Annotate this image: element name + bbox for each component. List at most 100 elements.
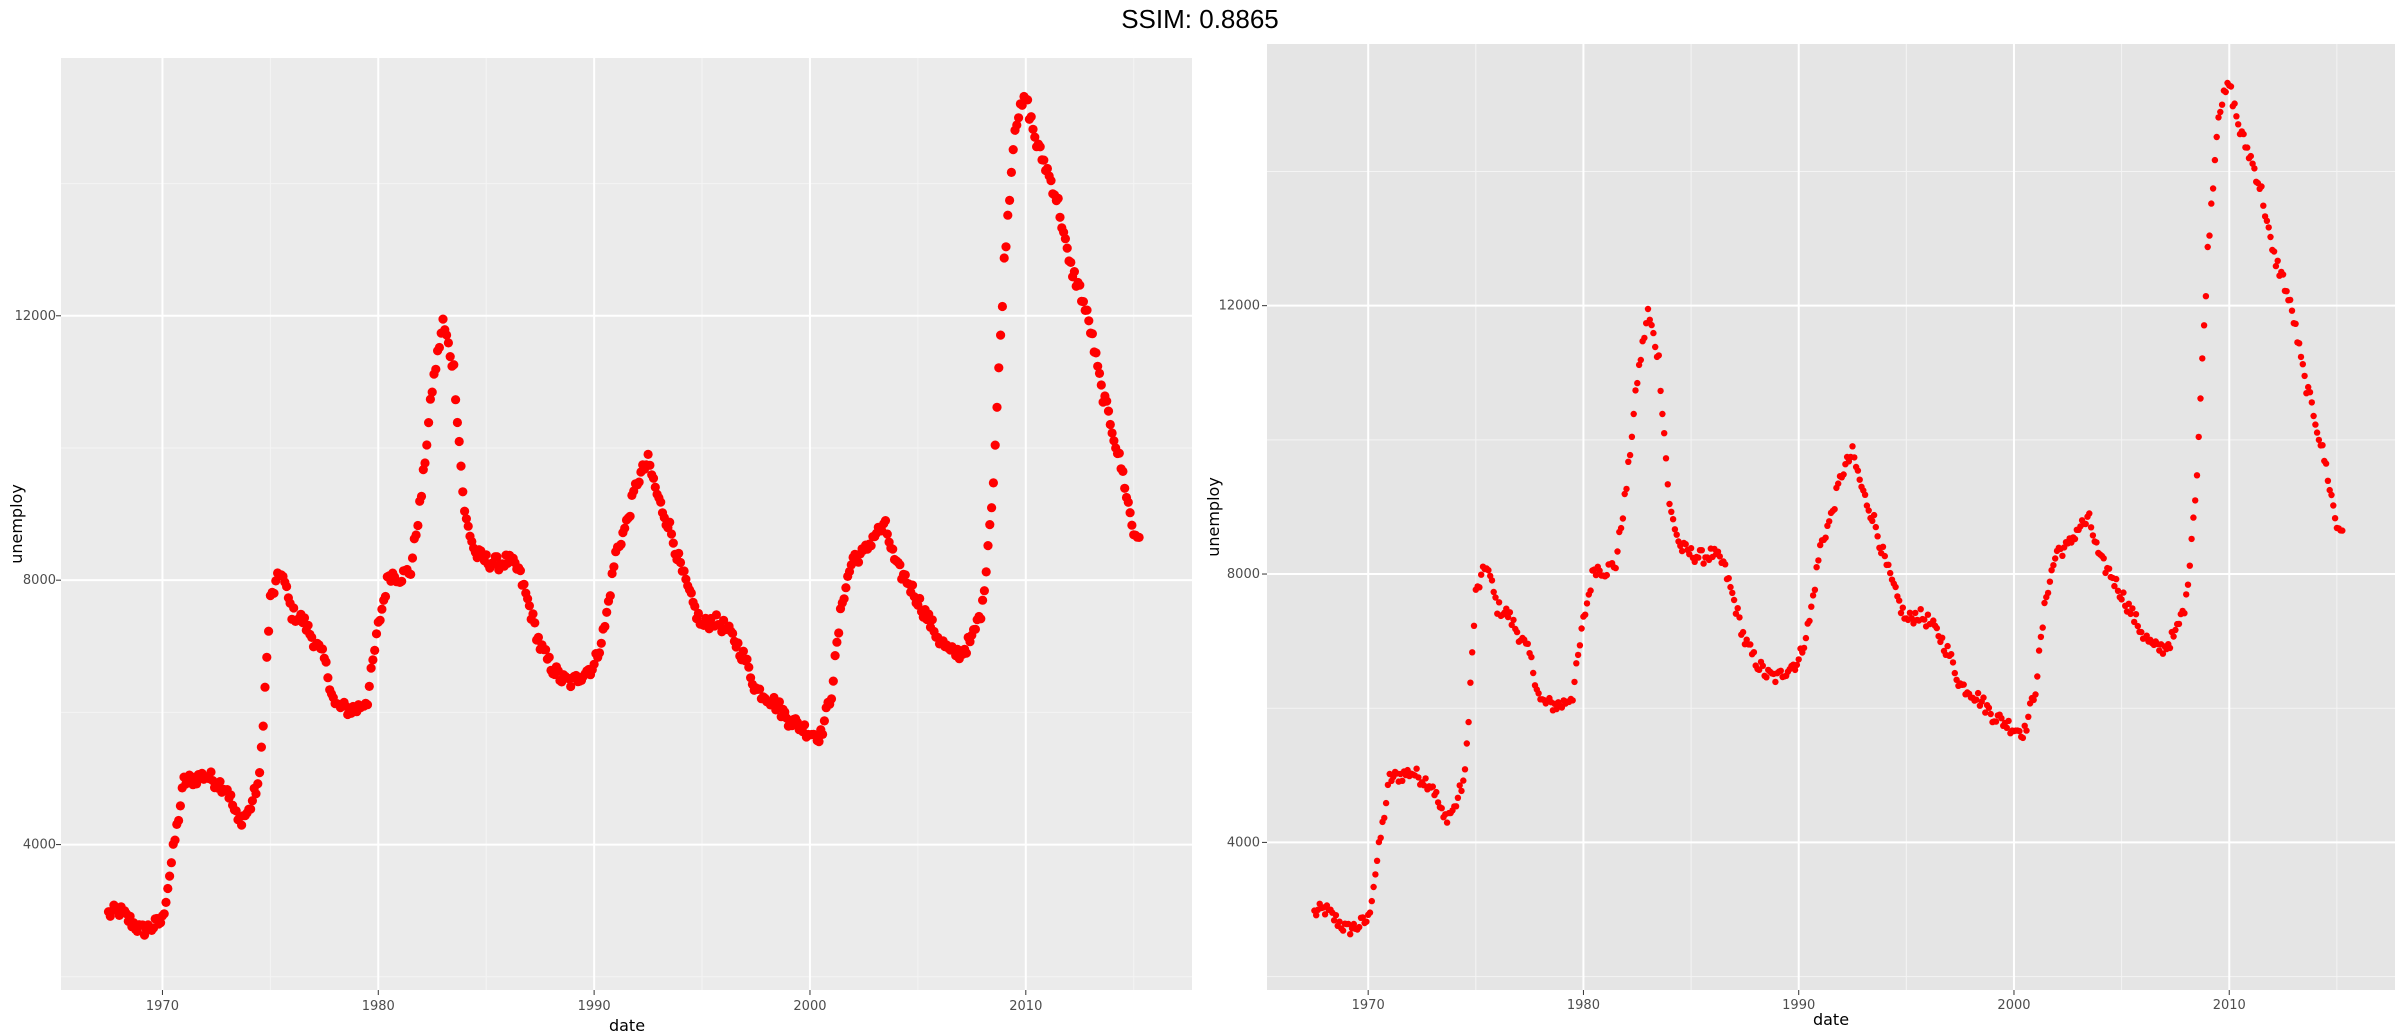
data-point [1727, 583, 1734, 591]
data-point [416, 491, 427, 501]
data-point [1458, 787, 1465, 795]
data-point [1854, 467, 1862, 474]
data-point [2035, 647, 2043, 654]
data-point [1574, 651, 1582, 659]
data-point [368, 655, 378, 665]
data-point [2111, 582, 2118, 590]
data-point [1399, 777, 1406, 784]
data-point [260, 682, 270, 692]
y-tick-label: 12000 [1219, 299, 1260, 314]
data-point [1763, 674, 1770, 681]
data-point [2086, 510, 2093, 517]
data-point [1105, 419, 1115, 430]
x-tick-label: 1970 [1352, 998, 1385, 1013]
data-point [366, 663, 376, 673]
data-point [2034, 673, 2041, 680]
data-point [2089, 532, 2097, 539]
data-point [1096, 380, 1106, 390]
data-point [1634, 379, 1641, 387]
data-point [533, 632, 544, 643]
data-point [246, 804, 256, 814]
data-point [1363, 918, 1370, 925]
data-point [907, 580, 918, 590]
data-point [1673, 531, 1680, 538]
data-point [2100, 555, 2107, 562]
data-point [961, 648, 972, 658]
data-point [445, 352, 455, 362]
data-point [1039, 155, 1049, 165]
x-axis-title: date [609, 1016, 645, 1034]
data-point [488, 559, 498, 569]
data-point [1695, 554, 1702, 561]
data-point [1528, 653, 1535, 661]
data-point [1655, 352, 1662, 359]
data-point [1370, 883, 1377, 891]
data-point [2044, 589, 2052, 597]
data-point [2005, 717, 2012, 725]
data-point [2113, 575, 2120, 583]
data-point [1793, 661, 1801, 669]
data-point [1413, 765, 1420, 772]
data-point [427, 387, 437, 397]
data-point [648, 473, 659, 483]
data-point [1422, 775, 1429, 782]
data-point [438, 314, 448, 324]
data-point [460, 506, 470, 516]
data-point [675, 557, 686, 568]
data-point [1091, 348, 1101, 358]
data-point [1668, 508, 1675, 515]
data-point [882, 529, 892, 539]
data-point [1985, 704, 1993, 711]
data-point [237, 820, 247, 830]
data-point [634, 477, 644, 487]
data-point [2138, 628, 2145, 636]
data-point [1125, 508, 1135, 518]
data-point [800, 720, 810, 730]
data-point [1817, 541, 1824, 549]
data-point [1415, 774, 1422, 781]
data-point [2211, 156, 2219, 164]
data-point [449, 360, 459, 370]
data-point [1454, 794, 1462, 801]
data-point [2301, 372, 2308, 380]
data-point [1485, 567, 1492, 574]
data-point [215, 777, 225, 787]
data-point [2195, 433, 2202, 441]
data-point [1062, 243, 1072, 253]
data-point [407, 553, 418, 563]
data-point [1621, 490, 1628, 498]
data-point [589, 659, 599, 669]
data-point [1835, 480, 1842, 487]
data-point [1438, 805, 1445, 812]
data-point [165, 871, 175, 881]
data-point [1087, 329, 1097, 339]
data-point [841, 583, 851, 593]
data-point [1107, 428, 1117, 438]
data-point [1055, 212, 1065, 222]
data-point [1120, 483, 1130, 493]
data-point [2048, 567, 2055, 574]
data-point [983, 541, 993, 551]
data-point [1603, 571, 1610, 579]
data-point [431, 364, 441, 374]
data-point [1469, 649, 1476, 656]
data-point [1569, 697, 1576, 704]
data-point [2312, 421, 2319, 428]
data-point [425, 394, 435, 404]
data-point [997, 301, 1008, 312]
data-point [2331, 515, 2339, 522]
data-point [2222, 88, 2229, 96]
data-point [282, 581, 292, 592]
data-point [406, 569, 416, 580]
data-point [289, 603, 299, 613]
data-point [541, 645, 551, 655]
data-point [1908, 615, 1915, 622]
data-point [2127, 610, 2134, 618]
data-point [1666, 500, 1673, 508]
data-point [2306, 389, 2314, 396]
data-point [1612, 564, 1619, 572]
x-tick-label: 1990 [578, 999, 611, 1014]
data-point [1134, 532, 1144, 543]
x-tick-label: 1980 [1567, 998, 1600, 1013]
y-tick-label: 4000 [23, 838, 56, 853]
